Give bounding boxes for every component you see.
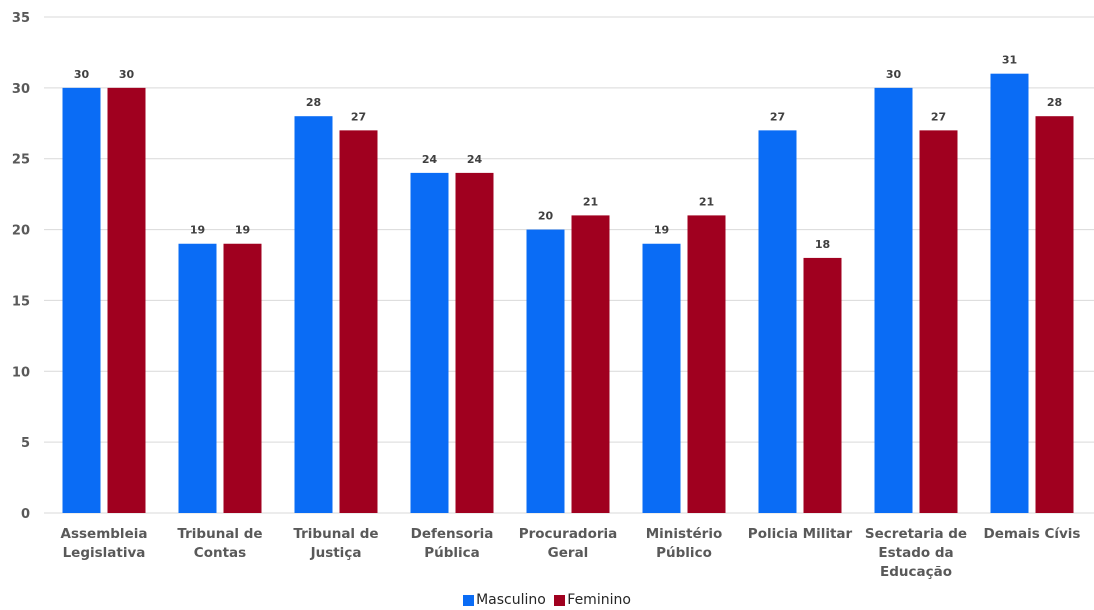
- x-category-label: Pública: [424, 545, 480, 561]
- x-category-label: Defensoria: [411, 526, 494, 542]
- x-category-label: Educação: [880, 564, 952, 580]
- x-category-label: Assembleia: [61, 526, 148, 542]
- y-tick-label: 30: [12, 82, 30, 97]
- data-label: 30: [74, 68, 90, 81]
- data-label: 31: [1002, 54, 1017, 67]
- x-category-label: Secretaria de: [865, 526, 967, 542]
- bar-masculino: [758, 130, 797, 513]
- legend-label-masculino: Masculino: [476, 592, 546, 608]
- x-category-label: Procuradoria: [519, 526, 618, 542]
- x-category-label: Legislativa: [63, 545, 146, 561]
- bar-masculino: [294, 116, 333, 513]
- data-label: 24: [467, 153, 483, 166]
- bar-chart: 0 5 10 15 20 25 30 35 30 30 Assembleia Legislativa 1…: [12, 11, 1094, 580]
- bar-feminino: [223, 243, 262, 513]
- data-label: 27: [351, 110, 366, 123]
- data-label: 27: [931, 110, 946, 123]
- x-category-label: Policia Militar: [748, 526, 853, 542]
- y-tick-label: 25: [12, 153, 30, 168]
- y-tick-label: 10: [12, 365, 30, 380]
- bar-feminino: [919, 130, 958, 513]
- data-label: 24: [422, 153, 438, 166]
- legend-swatch-feminino: [554, 594, 566, 606]
- data-label: 30: [886, 68, 902, 81]
- y-tick-label: 0: [21, 507, 30, 522]
- bar-feminino: [455, 172, 494, 513]
- y-tick-label: 20: [12, 224, 30, 239]
- legend-swatch-masculino: [463, 594, 475, 606]
- bar-masculino: [642, 243, 681, 513]
- bar-masculino: [62, 87, 101, 513]
- data-label: 28: [1047, 96, 1062, 109]
- data-label: 19: [235, 224, 250, 237]
- bar-feminino: [687, 215, 726, 513]
- x-category-label: Justiça: [310, 545, 362, 561]
- x-category-label: Público: [656, 545, 712, 561]
- data-label: 27: [770, 110, 785, 123]
- legend-item-masculino: Masculino: [463, 592, 546, 608]
- x-category-label: Tribunal de: [177, 526, 262, 542]
- data-label: 30: [119, 68, 135, 81]
- legend: Masculino Feminino: [0, 592, 1094, 610]
- bar-masculino: [410, 172, 449, 513]
- y-tick-label: 35: [12, 11, 30, 26]
- data-label: 21: [583, 195, 598, 208]
- bar-feminino: [107, 87, 146, 513]
- bar-masculino: [990, 73, 1029, 513]
- data-label: 20: [538, 210, 554, 223]
- bar-feminino: [803, 257, 842, 513]
- bar-masculino: [526, 229, 565, 514]
- bar-masculino: [178, 243, 217, 513]
- data-label: 28: [306, 96, 321, 109]
- x-category-label: Contas: [194, 545, 246, 561]
- x-category-label: Demais Cívis: [984, 526, 1081, 542]
- x-category-label: Geral: [548, 545, 589, 561]
- x-category-label: Ministério: [646, 526, 723, 542]
- legend-label-feminino: Feminino: [567, 592, 631, 608]
- data-label: 18: [815, 238, 830, 251]
- bar-feminino: [339, 130, 378, 513]
- bar-feminino: [1035, 116, 1074, 513]
- x-category-label: Estado da: [878, 545, 953, 561]
- y-tick-label: 15: [12, 294, 30, 309]
- data-label: 19: [654, 224, 669, 237]
- y-tick-label: 5: [21, 436, 30, 451]
- legend-item-feminino: Feminino: [554, 592, 631, 608]
- data-label: 21: [699, 195, 714, 208]
- x-category-label: Tribunal de: [293, 526, 378, 542]
- bar-feminino: [571, 215, 610, 513]
- data-label: 19: [190, 224, 205, 237]
- bar-masculino: [874, 87, 913, 513]
